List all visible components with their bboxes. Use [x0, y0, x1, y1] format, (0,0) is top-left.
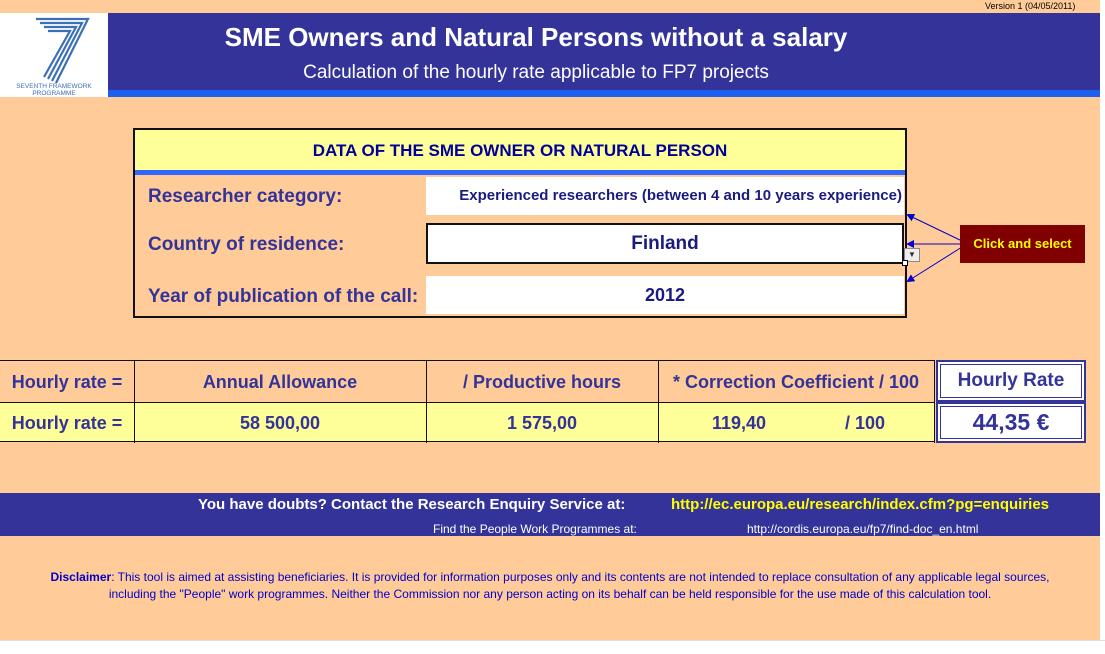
- year-select[interactable]: 2012: [426, 276, 904, 314]
- disclaimer-text-1: : This tool is aimed at assisting benefi…: [111, 570, 1050, 584]
- researcher-category-label: Researcher category:: [148, 186, 343, 207]
- header-underline: [108, 90, 1100, 97]
- hint-arrows: [906, 213, 963, 283]
- page-title: SME Owners and Natural Persons without a…: [224, 22, 848, 52]
- dropdown-arrow-icon[interactable]: ▼: [904, 248, 920, 262]
- page-subtitle: Calculation of the hourly rate applicabl…: [303, 62, 769, 83]
- hourly-rate-result: 44,35 €: [972, 409, 1050, 435]
- fp7-logo: SEVENTH FRAMEWORK PROGRAMME: [0, 13, 108, 97]
- enquiry-link[interactable]: http://ec.europa.eu/research/index.cfm?p…: [671, 496, 1050, 513]
- table-divider: [658, 360, 659, 443]
- year-label: Year of publication of the call:: [148, 286, 419, 307]
- disclaimer-text-2: including the "People" work programmes. …: [108, 587, 992, 601]
- correction-coefficient-header: * Correction Coefficient / 100: [658, 360, 934, 402]
- version-label: Version 1 (04/05/2011): [985, 1, 1076, 11]
- correction-coefficient-value: 119,40: [712, 413, 767, 433]
- sheet-edge: [1100, 0, 1105, 653]
- coefficient-divisor: / 100: [845, 413, 886, 433]
- fp7-seven-logo-icon: SEVENTH FRAMEWORK PROGRAMME: [16, 17, 92, 97]
- productive-hours-header: / Productive hours: [426, 360, 658, 402]
- panel-heading: DATA OF THE SME OWNER OR NATURAL PERSON: [312, 141, 728, 160]
- researcher-category-select[interactable]: Experienced researchers (between 4 and 1…: [426, 177, 904, 215]
- header-band: [108, 13, 1100, 90]
- table-divider: [134, 360, 135, 443]
- work-programmes-link[interactable]: http://cordis.europa.eu/fp7/find-doc_en.…: [747, 522, 979, 536]
- cell-fill-handle[interactable]: [902, 260, 908, 266]
- logo-text-2: PROGRAMME: [32, 90, 76, 97]
- contact-band: [0, 493, 1100, 536]
- sheet-bottom-edge: [0, 640, 1105, 654]
- panel-divider: [135, 170, 905, 175]
- country-select[interactable]: Finland: [426, 223, 904, 264]
- disclaimer: Disclaimer: This tool is aimed at assist…: [0, 569, 1100, 603]
- disclaimer-label: Disclaimer: [50, 570, 112, 584]
- annual-allowance-header: Annual Allowance: [134, 360, 426, 402]
- annual-allowance-value: 58 500,00: [134, 402, 426, 442]
- correction-coefficient-cell: [658, 402, 934, 442]
- table-divider: [934, 360, 935, 443]
- productive-hours-value: 1 575,00: [426, 402, 658, 442]
- logo-text-1: SEVENTH FRAMEWORK: [16, 83, 92, 90]
- country-label: Country of residence:: [148, 234, 345, 255]
- panel-header-bg: [135, 130, 905, 170]
- researcher-data-panel: [133, 128, 907, 318]
- hourly-rate-label-2: Hourly rate =: [0, 402, 134, 442]
- contact-question: You have doubts? Contact the Research En…: [198, 496, 626, 513]
- hourly-rate-header-box: Hourly Rate: [936, 360, 1086, 402]
- hourly-rate-label-1: Hourly rate =: [0, 360, 134, 402]
- table-divider: [426, 360, 427, 443]
- hourly-rate-header: Hourly Rate: [957, 370, 1065, 391]
- click-and-select-hint: Click and select: [960, 225, 1085, 263]
- work-programmes-label: Find the People Work Programmes at:: [433, 522, 637, 536]
- hourly-rate-result-box: 44,35 €: [936, 402, 1086, 443]
